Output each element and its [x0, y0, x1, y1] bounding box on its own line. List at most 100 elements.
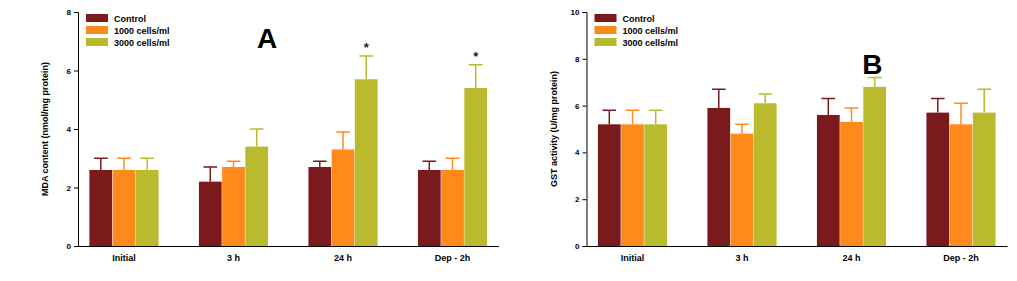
tick-label: 3 h	[735, 253, 748, 263]
legend-swatch	[595, 38, 617, 46]
tick-mark	[583, 246, 587, 247]
error-bar	[94, 158, 108, 170]
bar	[332, 149, 355, 246]
tick: 2	[575, 195, 586, 204]
axis-title: GST activity (U/mg protein)	[549, 71, 559, 187]
legend-swatch	[595, 14, 617, 22]
bar	[817, 115, 840, 246]
bar-series	[644, 78, 995, 246]
tick-label: 8	[575, 55, 580, 64]
tick: 6	[575, 102, 586, 111]
tick-label: 4	[67, 125, 72, 134]
bar	[222, 167, 245, 246]
tick-label: 0	[575, 242, 580, 251]
legend-label: 1000 cells/ml	[114, 26, 170, 36]
x-axis: Initial3 h24 hDep - 2h	[79, 246, 500, 263]
tick: Dep - 2h	[943, 246, 979, 263]
plot-area	[598, 78, 996, 246]
tick-label: 10	[571, 8, 580, 17]
legend-item: 1000 cells/ml	[86, 26, 170, 36]
bar	[707, 108, 730, 246]
legend-label: 3000 cells/ml	[623, 38, 679, 48]
tick: 2	[67, 184, 78, 193]
tick: Dep - 2h	[435, 246, 471, 263]
bar	[308, 167, 331, 246]
error-bar	[626, 110, 640, 124]
error-bar	[758, 94, 772, 103]
tick-label: 6	[575, 102, 580, 111]
bar	[950, 124, 973, 246]
error-bar	[821, 99, 835, 115]
error-bar	[117, 158, 131, 170]
bar	[464, 88, 487, 246]
tick: 3 h	[227, 246, 240, 263]
tick-mark	[74, 12, 78, 13]
bar	[754, 103, 777, 246]
bar-series	[621, 103, 972, 246]
axis-line	[583, 13, 588, 247]
legend-label: 1000 cells/ml	[623, 26, 679, 36]
tick: 0	[575, 242, 586, 251]
bar-series	[113, 132, 464, 246]
error-bar	[140, 158, 154, 170]
legend-swatch	[86, 38, 108, 46]
x-axis: Initial 3 h 24 h Dep - 2h	[587, 246, 1008, 263]
legend-item: 3000 cells/ml	[595, 38, 679, 48]
bar	[113, 170, 136, 246]
tick-label: 2	[67, 184, 72, 193]
bar	[418, 170, 441, 246]
tick-label: 4	[575, 148, 580, 157]
legend-swatch	[86, 14, 108, 22]
plot-area	[89, 56, 487, 246]
tick: 4	[67, 125, 78, 134]
error-bar	[359, 56, 373, 79]
title: B	[862, 49, 882, 80]
bar	[245, 147, 268, 246]
error-bar	[446, 158, 460, 170]
tick-label: 8	[67, 8, 72, 17]
tick-mark	[583, 59, 587, 60]
tick-mark	[583, 152, 587, 153]
bar	[355, 79, 378, 246]
bar	[89, 170, 112, 246]
legend-label: Control	[114, 14, 146, 24]
tick-mark	[74, 129, 78, 130]
tick: 8	[67, 8, 78, 17]
axis-line	[79, 246, 500, 247]
bar	[598, 124, 621, 246]
tick: 3 h	[735, 246, 748, 263]
bar	[441, 170, 464, 246]
panel: 0 2 4 6 8 10 Initial 3 h 24 h Dep - 2h GST activit…	[549, 8, 1008, 263]
bar-series	[598, 89, 949, 246]
bar	[973, 113, 996, 246]
figure: **02468Initial3 h24 hDep - 2hMDA content…	[0, 0, 1017, 281]
error-bar	[845, 108, 859, 122]
tick: 6	[67, 67, 78, 76]
bar	[840, 122, 863, 246]
tick-label: Dep - 2h	[943, 253, 979, 263]
error-bar	[203, 167, 217, 182]
tick-mark	[74, 71, 78, 72]
tick-label: 6	[67, 67, 72, 76]
legend: Control1000 cells/ml3000 cells/ml	[595, 14, 679, 48]
bar	[863, 87, 886, 246]
tick-label: Initial	[621, 253, 645, 263]
tick-mark	[583, 106, 587, 107]
tick-label: Dep - 2h	[435, 253, 471, 263]
tick: 24 h	[334, 246, 352, 263]
bar-series	[136, 56, 487, 246]
tick-label: 0	[67, 242, 72, 251]
tick-label: 24 h	[842, 253, 860, 263]
error-bar	[250, 129, 264, 147]
error-bar	[336, 132, 350, 150]
error-bar	[602, 110, 616, 124]
y-axis: 0 2 4 6 8 10	[571, 8, 587, 251]
error-bar	[712, 89, 726, 108]
legend-label: 3000 cells/ml	[114, 38, 170, 48]
bar	[199, 182, 222, 246]
legend-swatch	[86, 26, 108, 34]
significance: *	[364, 40, 370, 55]
error-bar	[313, 161, 327, 167]
bar	[644, 124, 667, 246]
tick-label: 3 h	[227, 253, 240, 263]
